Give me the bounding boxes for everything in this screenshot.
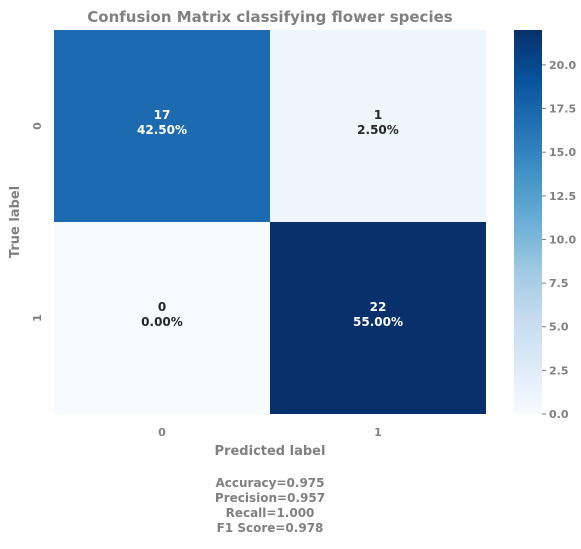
- y-tick-labels: 01: [31, 122, 44, 322]
- heatmap-cells: [54, 30, 486, 414]
- colorbar-tick-label-3: 7.5: [549, 277, 569, 290]
- x-axis-label: Predicted label: [215, 444, 326, 459]
- colorbar: [514, 30, 542, 414]
- x-tick-label-1: 1: [374, 426, 382, 439]
- heatmap-cell-1-0: [54, 222, 270, 414]
- metric-line-0: Accuracy=0.975: [215, 476, 324, 490]
- colorbar-tick-label-7: 17.5: [549, 103, 576, 116]
- cell-count-0-0: 17: [154, 108, 171, 122]
- cell-percent-1-0: 0.00%: [141, 315, 183, 329]
- heatmap-cell-1-1: [270, 222, 486, 414]
- heatmap-cell-0-0: [54, 30, 270, 222]
- cell-percent-0-0: 42.50%: [137, 123, 187, 137]
- metric-line-2: Recall=1.000: [226, 506, 315, 520]
- y-axis-label: True label: [8, 186, 23, 258]
- colorbar-tick-label-1: 2.5: [549, 364, 569, 377]
- cell-count-1-0: 0: [158, 300, 166, 314]
- colorbar-tick-label-4: 10.0: [549, 233, 576, 246]
- metric-line-1: Precision=0.957: [215, 491, 325, 505]
- cell-count-0-1: 1: [374, 108, 382, 122]
- metrics-block: Accuracy=0.975Precision=0.957Recall=1.00…: [215, 476, 325, 535]
- colorbar-tick-label-5: 12.5: [549, 190, 576, 203]
- y-tick-label-1: 1: [31, 314, 44, 322]
- colorbar-tick-label-0: 0.0: [549, 408, 569, 421]
- x-tick-label-0: 0: [158, 426, 166, 439]
- cell-count-1-1: 22: [370, 300, 387, 314]
- cell-percent-0-1: 2.50%: [357, 123, 399, 137]
- y-tick-label-0: 0: [31, 122, 44, 130]
- colorbar-tick-label-6: 15.0: [549, 146, 576, 159]
- cell-percent-1-1: 55.00%: [353, 315, 403, 329]
- heatmap-cell-0-1: [270, 30, 486, 222]
- chart-title: Confusion Matrix classifying flower spec…: [87, 8, 452, 26]
- metric-line-3: F1 Score=0.978: [217, 521, 324, 535]
- colorbar-ticks: 0.0 2.5 5.0 7.5 10.0 12.5 15.0 17.5 20.0: [542, 59, 576, 421]
- colorbar-tick-label-8: 20.0: [549, 59, 576, 72]
- colorbar-tick-label-2: 5.0: [549, 321, 569, 334]
